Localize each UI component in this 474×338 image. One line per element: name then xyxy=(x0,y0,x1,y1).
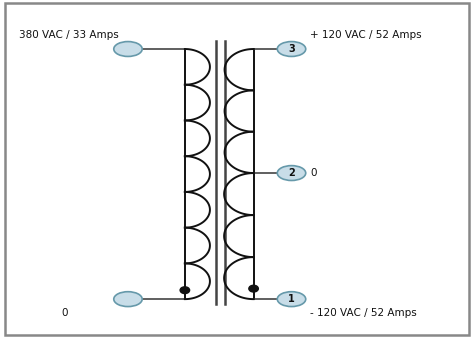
Text: 380 VAC / 33 Amps: 380 VAC / 33 Amps xyxy=(19,30,118,41)
Text: 1: 1 xyxy=(288,294,295,304)
FancyBboxPatch shape xyxy=(5,3,469,335)
Text: 0: 0 xyxy=(310,168,317,178)
Ellipse shape xyxy=(277,292,306,307)
Circle shape xyxy=(249,285,258,292)
Text: 2: 2 xyxy=(288,168,295,178)
Ellipse shape xyxy=(277,166,306,180)
Text: + 120 VAC / 52 Amps: + 120 VAC / 52 Amps xyxy=(310,30,422,41)
Ellipse shape xyxy=(277,42,306,56)
Text: 0: 0 xyxy=(62,308,68,318)
Ellipse shape xyxy=(114,292,142,307)
Ellipse shape xyxy=(114,42,142,56)
Text: - 120 VAC / 52 Amps: - 120 VAC / 52 Amps xyxy=(310,308,417,318)
Text: 3: 3 xyxy=(288,44,295,54)
Circle shape xyxy=(180,287,190,294)
